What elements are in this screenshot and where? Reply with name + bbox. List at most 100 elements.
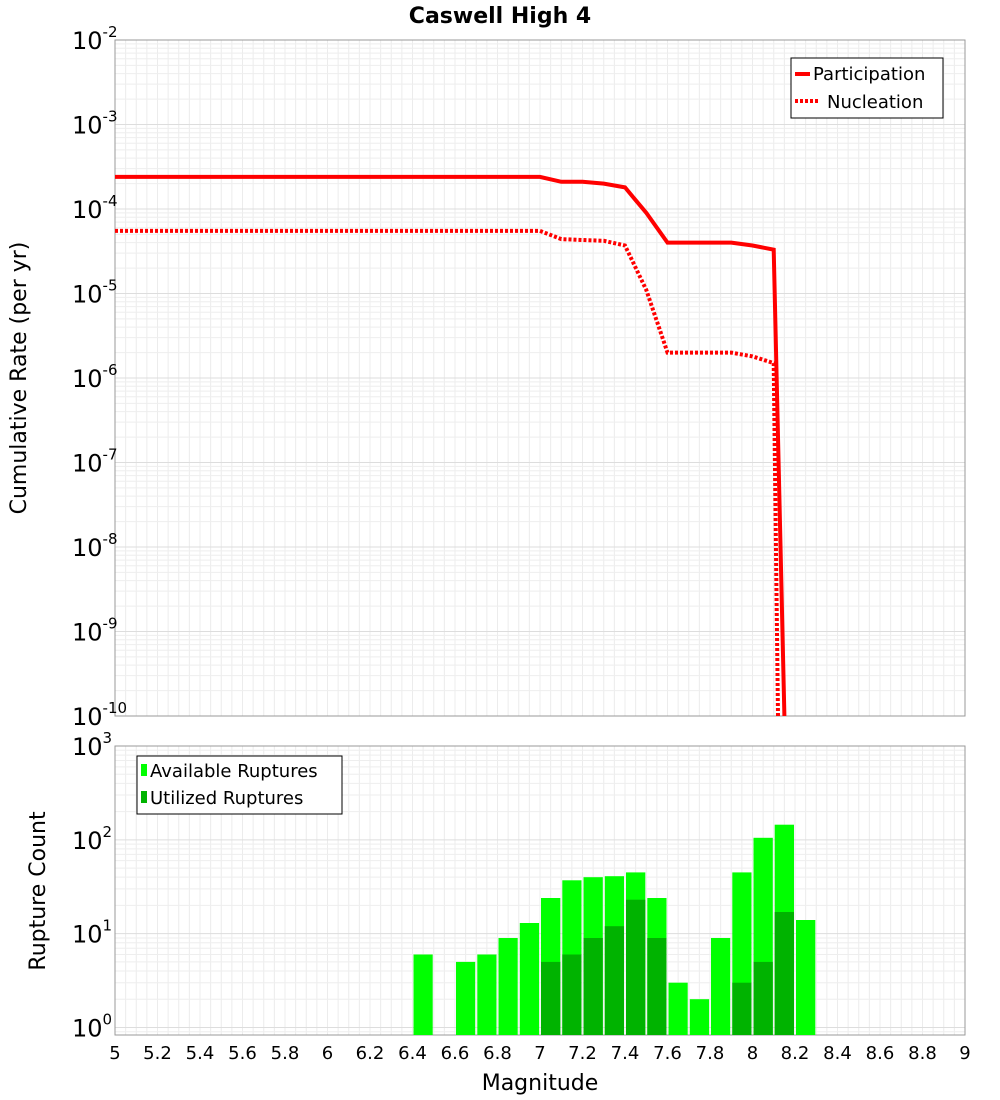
- x-tick-label: 8.6: [866, 1043, 895, 1064]
- y-tick-base: 10: [72, 365, 103, 393]
- top-y-tick-label: 10-3: [72, 108, 118, 140]
- x-tick-label: 7: [534, 1043, 545, 1064]
- top-y-tick-label: 10-9: [72, 615, 118, 647]
- chart-title: Caswell High 4: [409, 4, 591, 29]
- available-ruptures-bar: [519, 923, 540, 1035]
- top-y-tick-label: 10-7: [72, 446, 118, 478]
- available-ruptures-bar: [668, 982, 688, 1035]
- y-tick-base: 10: [72, 733, 103, 761]
- legend-nucleation-label: Nucleation: [827, 92, 923, 113]
- utilized-ruptures-bar: [732, 982, 752, 1035]
- y-tick-exponent: 2: [103, 823, 113, 841]
- legend-available-swatch: [141, 764, 147, 776]
- top-y-axis-label: Cumulative Rate (per yr): [7, 242, 32, 515]
- x-tick-label: 5.6: [228, 1043, 257, 1064]
- legend-utilized-swatch: [141, 791, 147, 803]
- top-plot-grid: [114, 40, 966, 717]
- x-tick-label: 8.4: [823, 1043, 852, 1064]
- available-ruptures-bar: [689, 999, 710, 1035]
- bottom-legend-box: [136, 755, 343, 815]
- bottom-plot-frame: [114, 745, 966, 1036]
- x-ticks: 5 5.2 5.4 5.6 5.8 6 6.2 6.4 6.6 6.8 7 7.2 7.4 7.6 7.8 8…: [109, 1043, 970, 1064]
- x-tick-label: 5.4: [186, 1043, 215, 1064]
- bottom-legend: Available Ruptures Utilized Ruptures: [136, 755, 343, 815]
- y-tick-exponent: -3: [103, 108, 118, 126]
- available-ruptures-bar: [711, 938, 731, 1035]
- available-ruptures-bar: [456, 961, 476, 1035]
- available-ruptures-bar: [796, 920, 816, 1035]
- y-tick-base: 10: [72, 196, 103, 224]
- series-line-participation: [115, 174, 787, 717]
- bottom-y-axis-label: Rupture Count: [26, 811, 51, 971]
- top-legend-box: [790, 57, 944, 119]
- y-tick-exponent: -2: [103, 23, 118, 41]
- x-tick-label: 5.8: [271, 1043, 300, 1064]
- legend-participation-label: Participation: [813, 64, 925, 85]
- legend-utilized-label: Utilized Ruptures: [150, 788, 303, 809]
- bottom-y-tick-label: 101: [72, 917, 112, 949]
- x-tick-label: 8: [747, 1043, 758, 1064]
- x-tick-label: 6: [322, 1043, 333, 1064]
- y-tick-base: 10: [72, 281, 103, 309]
- bottom-plot-bars: [413, 824, 816, 1035]
- y-tick-exponent: 0: [103, 1010, 113, 1028]
- top-legend: Participation Nucleation: [790, 57, 944, 119]
- x-axis-label: Magnitude: [482, 1071, 599, 1096]
- y-tick-exponent: -9: [103, 615, 118, 633]
- bottom-y-tick-label: 102: [72, 823, 112, 855]
- x-tick-label: 7.6: [653, 1043, 682, 1064]
- top-plot-series: [115, 174, 787, 717]
- top-y-tick-label: 10-8: [72, 530, 118, 562]
- y-tick-exponent: 3: [103, 729, 113, 747]
- top-y-ticks: 10-210-310-410-510-610-710-810-910-10: [72, 23, 127, 731]
- utilized-ruptures-bar: [604, 926, 624, 1035]
- y-tick-base: 10: [72, 534, 103, 562]
- x-tick-label: 8.2: [781, 1043, 810, 1064]
- x-tick-label: 7.4: [611, 1043, 640, 1064]
- y-tick-exponent: -5: [103, 277, 118, 295]
- y-tick-base: 10: [72, 703, 103, 731]
- bottom-y-tick-label: 100: [72, 1010, 112, 1042]
- legend-available-label: Available Ruptures: [150, 761, 318, 782]
- x-tick-label: 7.8: [696, 1043, 725, 1064]
- y-tick-base: 10: [72, 27, 103, 55]
- y-tick-exponent: -4: [103, 192, 118, 210]
- y-tick-base: 10: [72, 112, 103, 140]
- top-y-tick-label: 10-4: [72, 192, 118, 224]
- y-tick-base: 10: [72, 619, 103, 647]
- top-y-tick-label: 10-6: [72, 361, 118, 393]
- x-tick-label: 9: [959, 1043, 970, 1064]
- utilized-ruptures-bar: [753, 961, 773, 1035]
- available-ruptures-bar: [477, 954, 497, 1035]
- y-tick-base: 10: [72, 827, 103, 855]
- x-tick-label: 7.2: [568, 1043, 597, 1064]
- top-y-tick-label: 10-10: [72, 699, 127, 731]
- utilized-ruptures-bar: [541, 961, 561, 1035]
- bottom-y-tick-label: 103: [72, 729, 112, 761]
- top-plot-frame: [114, 39, 966, 717]
- y-tick-exponent: -6: [103, 361, 118, 379]
- top-y-tick-label: 10-5: [72, 277, 118, 309]
- utilized-ruptures-bar: [562, 954, 582, 1035]
- y-tick-exponent: -8: [103, 530, 118, 548]
- y-tick-exponent: -10: [103, 699, 128, 717]
- x-tick-label: 6.2: [356, 1043, 385, 1064]
- x-tick-label: 6.8: [483, 1043, 512, 1064]
- y-tick-base: 10: [72, 921, 103, 949]
- utilized-ruptures-bar: [647, 938, 667, 1035]
- y-tick-base: 10: [72, 450, 103, 478]
- x-tick-label: 5.2: [143, 1043, 172, 1064]
- y-tick-exponent: 1: [103, 917, 113, 935]
- x-tick-label: 6.4: [398, 1043, 427, 1064]
- x-tick-label: 6.6: [441, 1043, 470, 1064]
- y-tick-exponent: -7: [103, 446, 118, 464]
- x-tick-label: 8.8: [908, 1043, 937, 1064]
- utilized-ruptures-bar: [583, 938, 603, 1035]
- utilized-ruptures-bar: [626, 899, 646, 1035]
- y-tick-base: 10: [72, 1014, 103, 1042]
- available-ruptures-bar: [498, 938, 518, 1035]
- top-y-tick-label: 10-2: [72, 23, 118, 55]
